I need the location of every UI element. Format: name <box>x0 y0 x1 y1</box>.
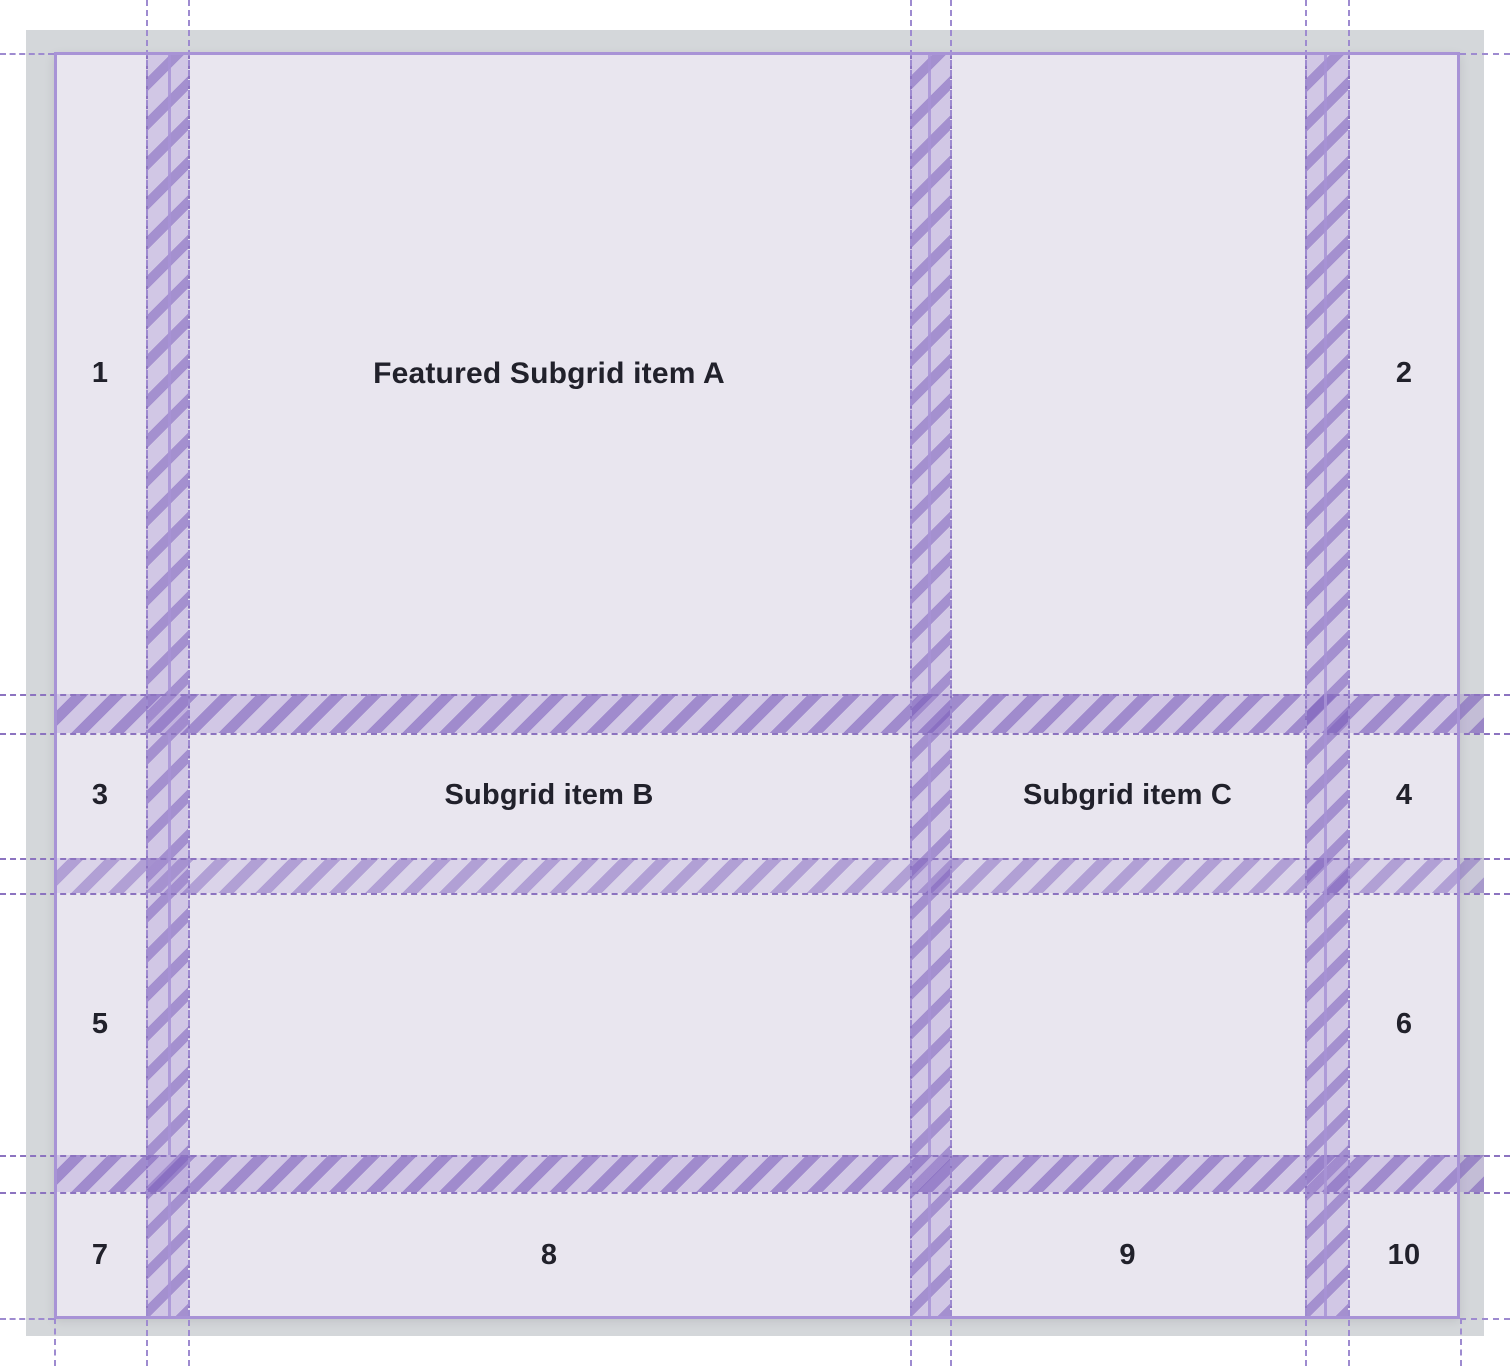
grid-cell-label: 7 <box>91 1238 109 1271</box>
subgrid-outline-a-left <box>168 53 171 694</box>
grid-column-gap-1 <box>146 53 188 1318</box>
grid-cell-2[interactable]: 2 <box>1348 53 1460 694</box>
grid-cell-1[interactable]: 1 <box>54 53 146 694</box>
grid-cell-5[interactable]: 5 <box>54 893 146 1155</box>
grid-outline-top <box>54 52 1460 55</box>
subgrid-outline-c-right <box>1324 53 1327 1318</box>
grid-cell-label: 8 <box>540 1238 558 1271</box>
grid-cell-3[interactable]: 3 <box>54 733 146 858</box>
grid-cell-10[interactable]: 10 <box>1348 1192 1460 1318</box>
grid-cell-label: 6 <box>1395 1007 1413 1040</box>
subgrid-outline-b-left <box>168 733 171 1155</box>
grid-cell-label: 5 <box>91 1007 109 1040</box>
grid-cell-a-overflow <box>950 53 1305 694</box>
grid-row-gap-2 <box>54 1155 1484 1192</box>
grid-cell-label: Subgrid item C <box>1022 779 1233 811</box>
grid-cell-7[interactable]: 7 <box>54 1192 146 1318</box>
grid-outline-bottom <box>54 1316 1460 1319</box>
grid-cell-subgrid-b[interactable]: Subgrid item B <box>188 733 910 858</box>
grid-cell-row3-right <box>950 893 1305 1155</box>
subgrid-row-gap <box>54 858 1484 893</box>
subgrid-outline-mid-col <box>928 1192 931 1318</box>
grid-cell-4[interactable]: 4 <box>1348 733 1460 858</box>
grid-cell-label: Featured Subgrid item A <box>373 356 725 390</box>
grid-cell-label: 9 <box>1119 1238 1136 1271</box>
grid-cell-6[interactable]: 6 <box>1348 893 1460 1155</box>
grid-cell-subgrid-c[interactable]: Subgrid item C <box>950 733 1305 858</box>
grid-outline-right <box>1457 52 1460 1319</box>
grid-cell-label: Subgrid item B <box>444 779 654 811</box>
grid-cell-8[interactable]: 8 <box>188 1192 910 1318</box>
grid-cell-featured-a[interactable]: Featured Subgrid item A <box>188 53 910 694</box>
grid-cell-row3-mid <box>188 893 910 1155</box>
subgrid-outline-a-right <box>928 53 931 694</box>
grid-row-gap-1 <box>54 694 1484 733</box>
grid-cell-label: 1 <box>91 357 109 389</box>
subgrid-outline-b-right <box>928 733 931 1155</box>
grid-cell-label: 10 <box>1387 1238 1421 1271</box>
grid-outline-left <box>54 52 57 1319</box>
grid-cell-label: 3 <box>91 779 109 811</box>
grid-cell-label: 2 <box>1395 357 1413 389</box>
grid-cell-label: 4 <box>1395 779 1413 811</box>
grid-cell-9[interactable]: 9 <box>950 1192 1305 1318</box>
subgrid-outline-left-col <box>168 1192 171 1318</box>
